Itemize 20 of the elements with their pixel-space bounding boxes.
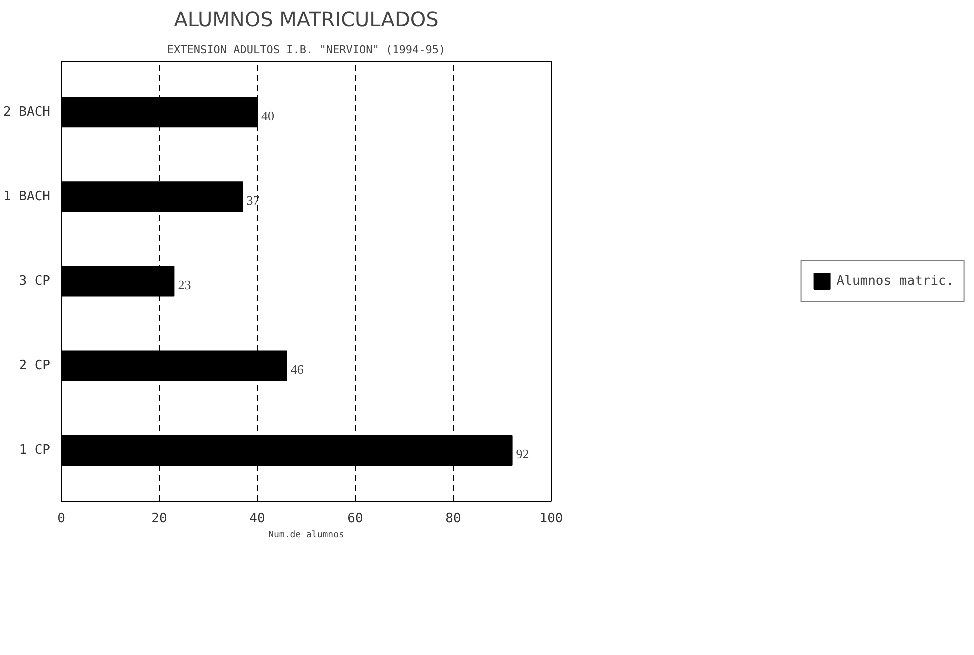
x-tick-label: 100	[540, 512, 564, 526]
y-tick-label: 2 BACH	[4, 104, 51, 120]
x-tick-label: 20	[152, 512, 168, 526]
legend-label: Alumnos matric.	[836, 274, 954, 288]
data-label: 23	[178, 278, 192, 292]
x-tick-label: 40	[250, 512, 266, 526]
chart-title: ALUMNOS MATRICULADOS	[174, 8, 439, 32]
data-label: 37	[246, 192, 260, 208]
data-label: 92	[516, 446, 530, 462]
y-tick-label: 1 CP	[19, 443, 51, 458]
y-tick-label: 2 CP	[19, 358, 51, 374]
x-tick-label: 60	[348, 512, 364, 526]
chart-subtitle: EXTENSION ADULTOS I.B. "NERVION" (1994-95)	[167, 44, 446, 56]
y-tick-label: 1 BACH	[4, 189, 51, 204]
y-tick-label: 3 CP	[19, 274, 51, 289]
data-label: 40	[262, 108, 274, 124]
x-axis-title: Num.de alumnos	[268, 530, 344, 540]
data-label: 46	[290, 362, 304, 378]
x-tick-label: 80	[446, 512, 462, 526]
x-tick-label: 0	[58, 512, 66, 526]
